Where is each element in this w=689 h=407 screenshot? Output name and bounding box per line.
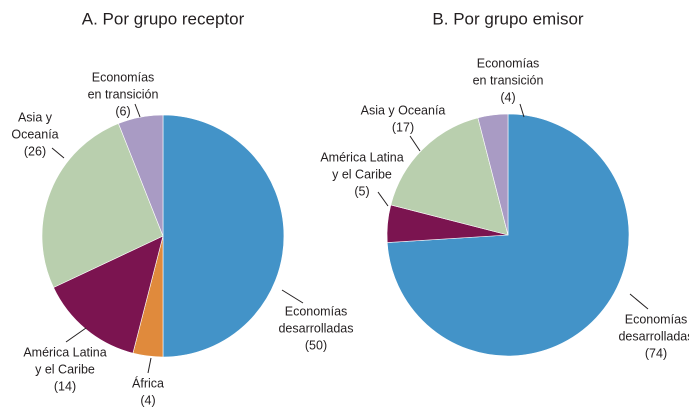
slice-label: desarrolladas — [278, 321, 353, 335]
slice-label: en transición — [473, 73, 544, 87]
slice-label: Economías — [285, 304, 348, 318]
leader-line — [377, 191, 389, 207]
slice-label: Economías — [92, 70, 155, 84]
slice-label: Economías — [477, 56, 540, 70]
slice-label: Asia y — [18, 110, 53, 124]
value-label: (50) — [305, 338, 327, 352]
slice-label: en transición — [88, 87, 159, 101]
slice-label: África — [132, 375, 164, 390]
slice-label: y el Caribe — [35, 362, 95, 376]
slice-label: Asia y Oceanía — [361, 103, 446, 117]
pie-slice — [118, 114, 164, 237]
pie-slice — [477, 113, 509, 236]
leader-line — [281, 289, 304, 304]
leader-line — [147, 357, 152, 374]
slice-label: América Latina — [320, 150, 403, 164]
leader-line — [519, 103, 525, 118]
chart-title: B. Por grupo emisor — [432, 9, 584, 28]
slice-label: Oceanía — [11, 127, 58, 141]
slice-label: y el Caribe — [332, 167, 392, 181]
pie-slice — [53, 235, 164, 354]
value-label: (17) — [392, 120, 414, 134]
value-label: (26) — [24, 144, 46, 158]
value-label: (74) — [645, 346, 667, 360]
slice-label: desarrolladas — [618, 329, 689, 343]
leader-line — [65, 327, 87, 343]
leader-line — [134, 103, 141, 118]
chart-title: A. Por grupo receptor — [82, 9, 245, 28]
slice-label: Economías — [625, 312, 688, 326]
pie-slice — [390, 117, 509, 236]
pie-slice — [162, 114, 285, 358]
leader-line — [409, 135, 421, 152]
value-label: (14) — [54, 379, 76, 393]
value-label: (4) — [140, 393, 155, 407]
leader-line — [51, 147, 65, 159]
value-label: (4) — [500, 90, 515, 104]
leader-line — [629, 293, 649, 310]
value-label: (6) — [115, 104, 130, 118]
slice-label: América Latina — [23, 345, 106, 359]
value-label: (5) — [354, 184, 369, 198]
pie-slice — [41, 123, 164, 288]
